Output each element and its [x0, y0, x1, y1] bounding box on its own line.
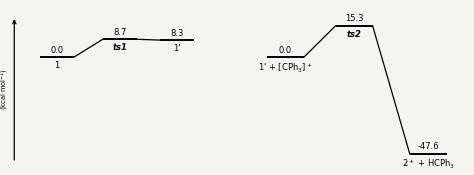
- Text: ts2: ts2: [346, 30, 362, 39]
- Text: 1' + [CPh$_3$]$^+$: 1' + [CPh$_3$]$^+$: [258, 61, 313, 75]
- Text: 2$^+$ + HCPh$_3$: 2$^+$ + HCPh$_3$: [402, 158, 455, 171]
- Text: 0.0: 0.0: [279, 46, 292, 55]
- Text: 15.3: 15.3: [345, 14, 364, 23]
- Text: 0.0: 0.0: [51, 46, 64, 55]
- Text: -47.6: -47.6: [418, 142, 439, 151]
- Text: 8.3: 8.3: [170, 29, 184, 38]
- Text: 8.7: 8.7: [113, 28, 127, 37]
- Text: 1': 1': [173, 44, 181, 53]
- Text: $E_{relative}$
(kcal mol$^{-1}$): $E_{relative}$ (kcal mol$^{-1}$): [0, 69, 11, 110]
- Text: ts1: ts1: [112, 43, 128, 52]
- Text: 1: 1: [55, 61, 60, 70]
